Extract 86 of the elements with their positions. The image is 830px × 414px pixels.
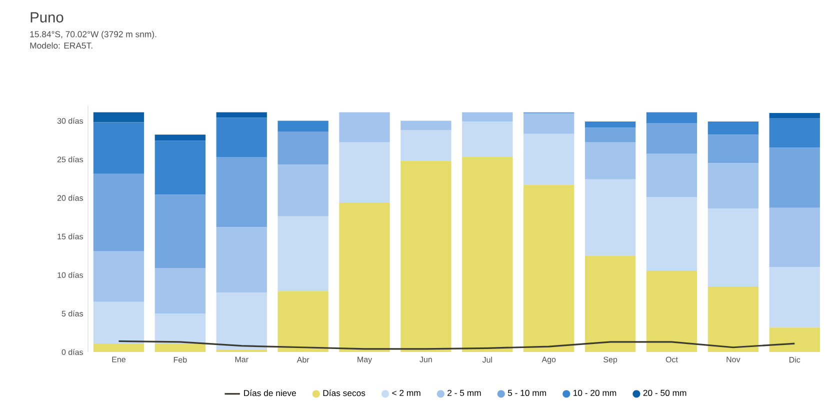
bar (646, 123, 698, 154)
bar (646, 112, 698, 124)
x-tick-label: Nov (726, 356, 740, 362)
bar (646, 197, 698, 272)
line-series (118, 340, 796, 350)
bar (708, 286, 759, 352)
bar (154, 194, 206, 268)
x-tick-label: Dic (789, 356, 800, 363)
bar (400, 160, 452, 352)
y-tick-label: 25 días (57, 156, 84, 162)
bar (216, 156, 267, 228)
bar (278, 216, 328, 292)
x-tick-label: Ago (542, 356, 556, 364)
bar (462, 112, 513, 122)
bar (278, 291, 328, 352)
y-tick-label: 0 días (62, 349, 84, 355)
bar (278, 164, 328, 216)
bar (584, 122, 636, 128)
bar (154, 134, 206, 141)
bar (154, 313, 206, 344)
bar (93, 302, 144, 344)
bar (216, 350, 267, 352)
x-tick-label: Jul (482, 356, 492, 363)
x-tick-label: Ene (112, 356, 126, 362)
bar (524, 134, 574, 185)
bar (339, 112, 390, 142)
bar (216, 118, 267, 157)
legend-label: 10 - 20 mm (574, 390, 616, 396)
bar (524, 114, 574, 134)
chart-subtitle: 15.84°S, 70.02°W (3792 m snm). (30, 30, 156, 40)
x-tick-label: Jun (420, 356, 432, 362)
y-tick-label: 10 días (58, 272, 84, 278)
x-tick-label: Mar (235, 356, 248, 362)
bar (93, 174, 144, 252)
bar (278, 132, 328, 165)
bar (154, 344, 206, 352)
bar (769, 208, 820, 268)
bar (769, 327, 820, 352)
bar (584, 179, 636, 256)
bar (93, 122, 144, 174)
bar (769, 148, 820, 208)
bar (584, 256, 636, 352)
y-tick-label: 20 días (57, 194, 84, 201)
bar (400, 130, 452, 161)
bar (769, 113, 820, 118)
x-tick-label: May (358, 356, 372, 364)
legend-label: 5 - 10 mm (508, 390, 546, 396)
x-tick-label: Sep (604, 356, 618, 364)
bar (93, 251, 144, 302)
bar (462, 122, 513, 157)
bar (646, 154, 698, 198)
legend-label: Días de nieve (244, 390, 296, 396)
bar (584, 128, 636, 142)
y-tick-label: 15 días (58, 233, 84, 240)
bar (708, 122, 759, 135)
bar (216, 227, 267, 293)
y-tick-label: 5 días (62, 310, 84, 316)
bar (708, 163, 759, 209)
bar (278, 120, 328, 132)
bar (462, 156, 513, 352)
x-tick-label: Oct (666, 356, 678, 362)
legend-label: Días secos (323, 390, 366, 396)
bar (708, 134, 759, 164)
bar (216, 292, 267, 350)
bar (339, 202, 390, 352)
bar (154, 268, 206, 314)
x-tick-label: Abr (296, 356, 310, 363)
bar (584, 142, 636, 180)
bar (524, 184, 574, 352)
bar (769, 118, 820, 148)
bar (708, 208, 759, 286)
chart-title: Puno (30, 12, 64, 22)
bar (154, 140, 206, 195)
legend-label: 20 - 50 mm (643, 390, 686, 396)
bar (339, 142, 390, 202)
bar (93, 112, 144, 122)
bar (769, 267, 820, 328)
text: Modelo: ERA5T. (30, 42, 92, 49)
x-tick-label: Feb (174, 356, 187, 363)
bar (646, 271, 698, 352)
legend-label: 2 - 5 mm (448, 390, 481, 396)
bar (400, 120, 452, 130)
bar (216, 112, 267, 118)
y-tick-label: 30 días (57, 118, 84, 124)
legend-label: < 2 mm (392, 390, 420, 396)
bar (93, 344, 144, 352)
